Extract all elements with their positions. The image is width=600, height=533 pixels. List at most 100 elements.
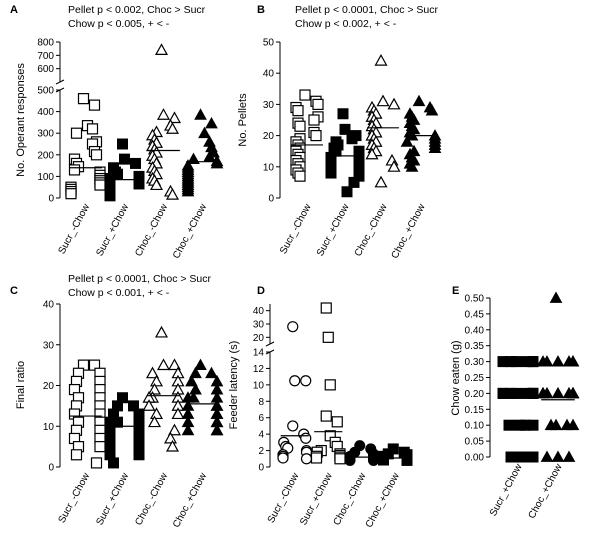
data-point (536, 386, 550, 399)
data-point (181, 184, 195, 197)
data-point (130, 157, 141, 169)
y-tick-label: 40 (43, 300, 55, 311)
data-point (387, 97, 401, 110)
data-point (322, 331, 334, 343)
y-axis-label: Final ratio (15, 361, 27, 409)
data-point (90, 457, 103, 469)
data-point (205, 366, 218, 379)
data-point (86, 123, 99, 135)
y-tick-label: 12 (253, 364, 265, 375)
data-point (378, 454, 389, 466)
data-point (77, 93, 90, 105)
data-point (308, 114, 320, 126)
data-point (108, 457, 119, 469)
stat-line: Chow p < 0.001, + < - (68, 287, 170, 299)
data-point (187, 152, 200, 165)
category-label: Choc_+Chow (390, 202, 428, 261)
data-point (167, 423, 182, 436)
stat-line: Pellet p < 0.002, Choc > Sucr (68, 4, 206, 16)
y-tick-label: 4 (258, 430, 264, 441)
data-point (346, 133, 358, 145)
data-point (104, 190, 116, 202)
data-point (344, 454, 356, 466)
data-point (119, 153, 130, 165)
y-tick-label: 30 (43, 340, 55, 351)
data-point (156, 358, 171, 371)
data-point (189, 383, 202, 395)
data-point (566, 418, 580, 431)
data-point (505, 451, 517, 463)
category-label: Sucr_-Chow (57, 471, 93, 525)
y-tick-label: 0.25 (465, 373, 485, 384)
panel-e: E Chow eaten (g) 0.00 0.05 0.10 0.15 0.20 0.25 0… (450, 285, 580, 521)
category-label: Sucr_-Chow (266, 471, 302, 525)
data-point (365, 147, 379, 160)
stat-line: Chow p < 0.005, + < - (68, 18, 170, 30)
data-point (287, 321, 299, 333)
panel-a: A Pellet p < 0.002, Choc > Sucr Chow p < 0… (10, 4, 224, 261)
category-label: Choc_+Chow (171, 202, 209, 261)
category-label: Sucr_+Chow (94, 471, 131, 528)
data-point (194, 108, 207, 120)
data-point (149, 407, 164, 420)
data-point (341, 186, 353, 198)
y-tick-label: 800 (37, 38, 54, 49)
axis-break-mark (55, 87, 65, 93)
data-point (277, 452, 289, 464)
category-label: Choc_+Chow (364, 471, 402, 530)
stat-line: Pellet p < 0.0001, Choc > Sucr (68, 273, 212, 285)
y-tick-label: 0.10 (465, 421, 485, 432)
data-point (210, 156, 224, 169)
data-point (551, 450, 565, 462)
axis-break-mark (265, 349, 275, 355)
data-point (198, 126, 211, 139)
data-point (320, 410, 332, 422)
data-point (566, 386, 580, 399)
data-point (312, 98, 324, 111)
data-point (68, 164, 81, 176)
y-tick-label: 0.30 (465, 357, 485, 368)
data-point (165, 188, 180, 200)
data-point (324, 379, 336, 391)
axis-break-mark (55, 79, 65, 85)
data-point (320, 302, 332, 314)
y-axis-label: Chow eaten (g) (450, 340, 462, 415)
y-tick-label: 10 (43, 422, 55, 433)
y-tick-label: 20 (263, 131, 275, 142)
data-point (536, 355, 550, 367)
y-tick-label: 50 (263, 38, 275, 49)
y-tick-label: 8 (258, 397, 264, 408)
category-label: Sucr_+Chow (488, 462, 525, 519)
data-point (133, 178, 145, 190)
category-label: Choc_-Chow (353, 202, 390, 259)
axis-break-mark (265, 341, 275, 347)
y-tick-label: 0.15 (465, 405, 485, 416)
data-point (292, 105, 304, 117)
data-point (310, 452, 323, 464)
data-point (65, 188, 77, 200)
data-point (376, 94, 390, 107)
data-point (147, 415, 162, 428)
category-label: Choc_-Chow (133, 202, 170, 259)
y-tick-label: 6 (258, 413, 264, 424)
data-point (181, 423, 195, 436)
data-point (527, 451, 539, 463)
data-point (334, 453, 346, 465)
y-tick-label: 0 (48, 463, 54, 474)
y-tick-label: 0.40 (465, 325, 485, 336)
stat-line: Chow p < 0.002, + < - (295, 18, 397, 30)
y-tick-label: 0.00 (465, 453, 485, 464)
y-tick-label: 10 (263, 162, 275, 173)
data-point (117, 138, 128, 150)
data-point (163, 431, 178, 444)
panel-label-d: D (257, 285, 265, 297)
data-point (289, 375, 301, 387)
data-point (154, 43, 169, 56)
data-point (165, 439, 180, 452)
y-tick-label: 600 (37, 64, 54, 75)
data-point (167, 358, 182, 371)
y-tick-label: 0.50 (465, 294, 485, 305)
y-tick-label: 40 (263, 69, 275, 80)
data-point (540, 450, 554, 462)
